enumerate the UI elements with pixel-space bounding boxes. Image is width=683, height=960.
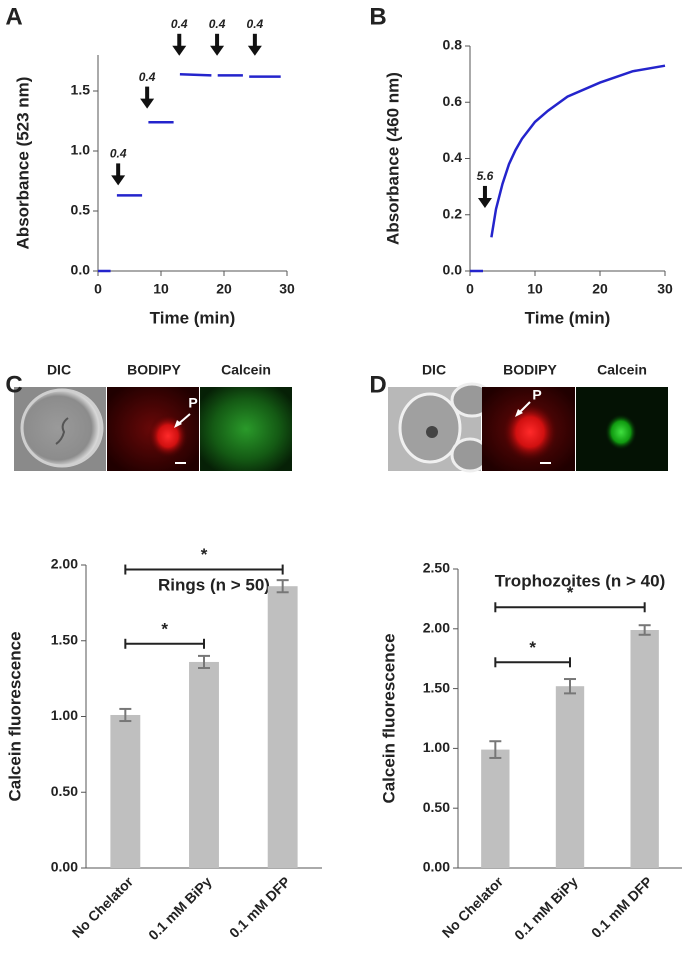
- y-axis-label: Calcein fluorescence: [379, 633, 398, 803]
- bar: [189, 661, 219, 868]
- y-tick-label: 1.00: [423, 739, 450, 755]
- significance-label: *: [161, 619, 168, 638]
- annotation-arrowhead: [140, 98, 155, 109]
- micrograph-label: Calcein: [221, 362, 271, 378]
- bar: [110, 714, 141, 868]
- fluorescence: [502, 402, 558, 462]
- micrograph-row: DIC BODIPY Calcein P: [14, 362, 292, 471]
- y-tick-label: 0.5: [71, 202, 91, 218]
- significance-label: *: [201, 545, 208, 564]
- panel-label: C: [5, 371, 22, 398]
- micrograph-label: Calcein: [597, 362, 647, 378]
- y-tick-label: 1.50: [423, 679, 450, 695]
- pointer-label: P: [188, 395, 197, 411]
- significance-label: *: [567, 583, 574, 602]
- y-tick-label: 0.00: [51, 859, 78, 875]
- y-tick-label: 1.00: [51, 707, 78, 723]
- parasite: [426, 426, 438, 438]
- annotation-arrowhead: [247, 45, 262, 56]
- micrograph-label: DIC: [422, 362, 446, 378]
- bar: [267, 586, 298, 868]
- bar: [630, 629, 659, 868]
- x-tick-label: No Chelator: [439, 873, 507, 941]
- x-tick-label: 10: [153, 281, 169, 297]
- data-line: [98, 72, 281, 273]
- pointer-head: [174, 420, 182, 428]
- x-tick-label: No Chelator: [69, 873, 137, 941]
- data-line: [470, 64, 666, 273]
- annotation-label: 0.4: [110, 147, 127, 161]
- y-tick-label: 0.50: [423, 799, 450, 815]
- chart-title: Trophozoites (n > 40): [495, 571, 666, 590]
- bar: [555, 686, 585, 868]
- y-tick-label: 2.50: [423, 560, 450, 576]
- y-axis-label: Absorbance (460 nm): [383, 72, 402, 245]
- y-tick-label: 0.6: [443, 93, 463, 109]
- y-tick-label: 0.50: [51, 783, 78, 799]
- annotation-label: 0.4: [247, 17, 264, 31]
- x-tick-label: 30: [279, 281, 295, 297]
- x-tick-label: 0.1 mM BiPy: [145, 873, 215, 943]
- y-tick-label: 0.4: [443, 149, 463, 165]
- annotation-arrowhead: [477, 197, 492, 208]
- x-tick-label: 20: [592, 281, 608, 297]
- panel-label: A: [5, 3, 22, 30]
- parasite: [55, 417, 69, 445]
- chart-title: Rings (n > 50): [158, 575, 270, 594]
- y-tick-label: 0.0: [71, 262, 91, 278]
- x-tick-label: 20: [216, 281, 232, 297]
- x-tick-label: 0.1 mM DFP: [226, 873, 293, 940]
- x-tick-label: 10: [527, 281, 543, 297]
- panel-label: B: [369, 3, 386, 30]
- x-axis-label: Time (min): [150, 308, 236, 327]
- y-tick-label: 0.0: [443, 262, 463, 278]
- annotation-arrowhead: [111, 175, 126, 186]
- annotation-arrowhead: [210, 45, 225, 56]
- y-tick-label: 1.5: [71, 82, 91, 98]
- pointer-head: [515, 409, 523, 417]
- y-tick-label: 1.0: [71, 142, 91, 158]
- panel-label: D: [369, 371, 386, 398]
- micrograph-label: BODIPY: [503, 362, 557, 378]
- y-axis-label: Calcein fluorescence: [5, 631, 24, 801]
- y-tick-label: 2.00: [51, 556, 78, 572]
- x-tick-label: 0.1 mM DFP: [588, 873, 655, 940]
- y-axis-label: Absorbance (523 nm): [13, 77, 32, 250]
- y-tick-label: 0.2: [443, 205, 463, 221]
- fluorescence: [605, 414, 637, 450]
- annotation-label: 0.4: [171, 17, 188, 31]
- annotation-label: 5.6: [477, 169, 494, 183]
- annotation-arrowhead: [172, 45, 187, 56]
- x-tick-label: 0: [94, 281, 102, 297]
- bar: [481, 749, 510, 868]
- x-tick-label: 0.1 mM BiPy: [511, 873, 581, 943]
- micrograph-row: DIC BODIPY Calcein P: [388, 362, 668, 473]
- calcein-image: [200, 387, 292, 471]
- significance-label: *: [529, 638, 536, 657]
- x-axis-label: Time (min): [525, 308, 611, 327]
- y-tick-label: 2.00: [423, 620, 450, 636]
- y-tick-label: 0.00: [423, 859, 450, 875]
- x-tick-label: 30: [657, 281, 673, 297]
- y-tick-label: 0.8: [443, 37, 463, 53]
- pointer-label: P: [532, 387, 541, 403]
- micrograph-label: DIC: [47, 362, 71, 378]
- micrograph-label: BODIPY: [127, 362, 181, 378]
- x-tick-label: 0: [466, 281, 474, 297]
- y-tick-label: 1.50: [51, 631, 78, 647]
- annotation-label: 0.4: [139, 70, 156, 84]
- annotation-label: 0.4: [209, 17, 226, 31]
